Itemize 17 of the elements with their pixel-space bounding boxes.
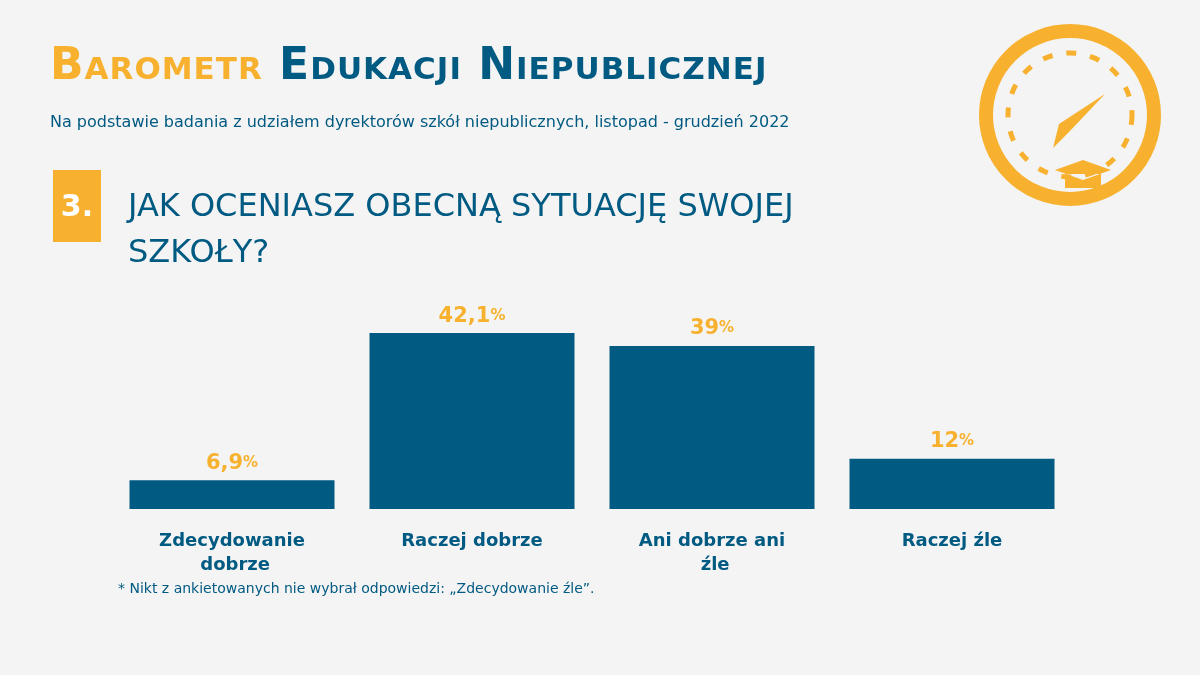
x-tick-label: Ani dobrze ani źle <box>638 528 786 574</box>
data-label: 12% <box>929 428 975 453</box>
data-label: 42,1% <box>438 302 506 327</box>
bar <box>609 345 815 509</box>
text: * Nikt z ankietowanych nie wybrał odpowiedzi: „Zdecydowanie źle”. <box>118 580 595 596</box>
bar <box>369 333 575 509</box>
data-label: 6,9% <box>205 449 259 474</box>
text: JAK OCENIASZ OBECNĄ SYTUACJĘ SWOJEJ SZKOŁY? <box>128 185 795 272</box>
data-label: 39% <box>689 315 735 340</box>
bar <box>849 458 1055 509</box>
chart-subtitle: Na podstawie badania z udziałem dyrektorów szkół niepublicznych, listopad - grudzień 2022 <box>50 112 790 131</box>
text: 3. <box>53 170 101 242</box>
x-tick-label: Zdecydowanie dobrze <box>159 528 305 574</box>
bar <box>129 480 335 509</box>
x-tick-label: Raczej źle <box>901 528 1003 550</box>
chart-title: Barometr Edukacji Niepublicznej <box>50 38 768 89</box>
x-tick-label: Raczej dobrze <box>401 528 543 550</box>
